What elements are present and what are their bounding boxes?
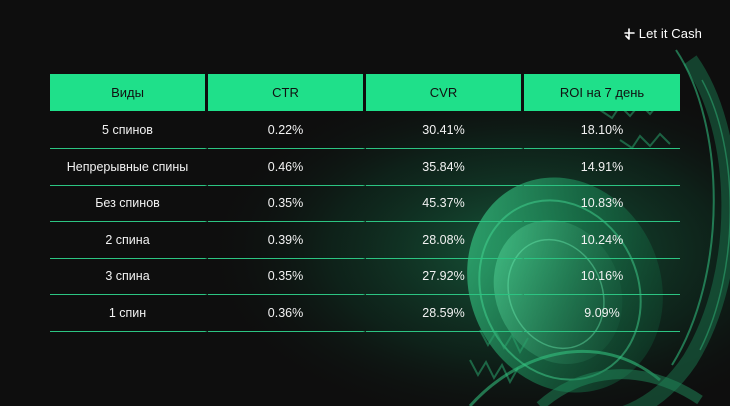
metrics-table: Виды CTR CVR ROI на 7 день 5 спинов 0.22… [50, 74, 680, 332]
table-row: 5 спинов 0.22% 30.41% 18.10% [50, 111, 680, 149]
cell-roi: 10.24% [524, 222, 680, 259]
cell-type: 3 спина [50, 259, 208, 295]
column-header-type: Виды [50, 74, 208, 111]
cell-ctr: 0.35% [208, 186, 366, 222]
cell-ctr: 0.46% [208, 149, 366, 186]
cell-roi: 18.10% [524, 111, 680, 149]
cell-ctr: 0.36% [208, 295, 366, 332]
cell-cvr: 28.08% [366, 222, 524, 259]
cell-ctr: 0.39% [208, 222, 366, 259]
cell-roi: 10.83% [524, 186, 680, 222]
table-row: Непрерывные спины 0.46% 35.84% 14.91% [50, 149, 680, 186]
table-row: 1 спин 0.36% 28.59% 9.09% [50, 295, 680, 332]
brand-logo: Let it Cash [623, 26, 702, 41]
cell-type: 5 спинов [50, 111, 208, 149]
cell-ctr: 0.35% [208, 259, 366, 295]
cell-cvr: 35.84% [366, 149, 524, 186]
cell-roi: 10.16% [524, 259, 680, 295]
cell-type: Без спинов [50, 186, 208, 222]
brand-mark-icon [623, 27, 635, 40]
cell-roi: 9.09% [524, 295, 680, 332]
brand-name: Let it Cash [638, 26, 702, 41]
table-row: 3 спина 0.35% 27.92% 10.16% [50, 259, 680, 295]
cell-cvr: 27.92% [366, 259, 524, 295]
cell-roi: 14.91% [524, 149, 680, 186]
table-row: Без спинов 0.35% 45.37% 10.83% [50, 186, 680, 222]
cell-cvr: 28.59% [366, 295, 524, 332]
cell-cvr: 30.41% [366, 111, 524, 149]
column-header-ctr: CTR [208, 74, 366, 111]
table-header-row: Виды CTR CVR ROI на 7 день [50, 74, 680, 111]
column-header-cvr: CVR [366, 74, 524, 111]
column-header-roi: ROI на 7 день [524, 74, 680, 111]
table-row: 2 спина 0.39% 28.08% 10.24% [50, 222, 680, 259]
cell-type: 2 спина [50, 222, 208, 259]
cell-cvr: 45.37% [366, 186, 524, 222]
cell-type: 1 спин [50, 295, 208, 332]
cell-type: Непрерывные спины [50, 149, 208, 186]
cell-ctr: 0.22% [208, 111, 366, 149]
